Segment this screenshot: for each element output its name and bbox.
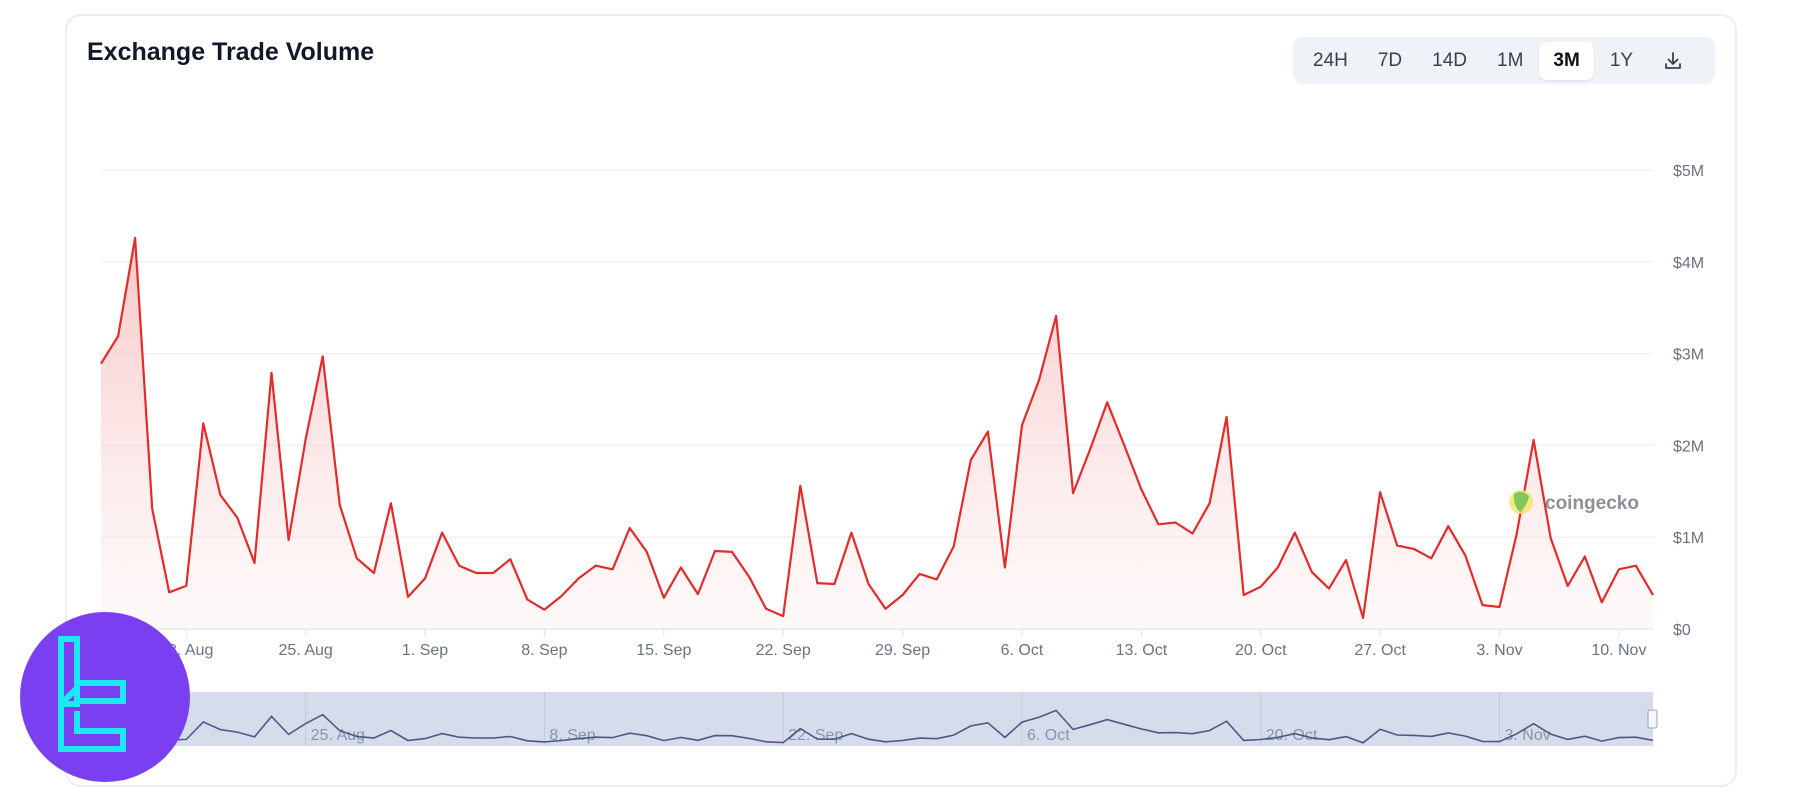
x-tick-label: 13. Oct — [1116, 642, 1168, 659]
range-24h-button[interactable]: 24H — [1313, 49, 1348, 71]
y-tick-label: $5M — [1673, 163, 1704, 180]
x-tick-label: 3. Nov — [1476, 642, 1522, 659]
x-tick-label: 29. Sep — [875, 642, 930, 659]
navigator-right-handle[interactable] — [1647, 709, 1658, 729]
navigator[interactable]: 25. Aug 8. Sep 22. Sep 6. Oct 20. Oct 3. Nov — [100, 692, 1658, 746]
y-tick-label: $3M — [1673, 347, 1704, 364]
range-3m-button[interactable]: 3M — [1539, 41, 1594, 80]
x-tick-label: 8. Sep — [521, 642, 567, 659]
download-button[interactable] — [1653, 42, 1693, 80]
navigator-tick-label: 6. Oct — [1027, 727, 1070, 744]
navigator-line — [100, 700, 1654, 744]
watermark-text: coingecko — [1545, 493, 1639, 514]
range-7d-button[interactable]: 7D — [1377, 49, 1403, 71]
range-14d-button[interactable]: 14D — [1432, 49, 1468, 71]
y-axis: $0 $1M $2M $3M $4M $5M — [1673, 163, 1704, 639]
range-1y-button[interactable]: 1Y — [1609, 49, 1634, 71]
x-tick-label: 1. Sep — [402, 642, 448, 659]
y-tick-label: $1M — [1673, 530, 1704, 547]
gecko-logo-shape — [1513, 491, 1529, 512]
navigator-tick-label: 20. Oct — [1266, 727, 1318, 744]
download-icon — [1665, 51, 1681, 69]
range-1m-button[interactable]: 1M — [1497, 49, 1524, 71]
brand-logo — [20, 612, 190, 782]
navigator-tick-label: 25. Aug — [311, 727, 365, 744]
coingecko-watermark: coingecko — [1509, 490, 1639, 514]
navigator-tick-label: 22. Sep — [788, 727, 843, 744]
x-tick-label: 6. Oct — [1001, 642, 1044, 659]
volume-line — [100, 236, 1654, 620]
x-tick-label: 20. Oct — [1235, 642, 1287, 659]
chart-card — [65, 14, 1737, 787]
navigator-tick-label: 3. Nov — [1505, 727, 1551, 744]
x-tick-label: 27. Oct — [1354, 642, 1406, 659]
x-tick-label: 15. Sep — [636, 642, 691, 659]
y-tick-label: $2M — [1673, 438, 1704, 455]
x-tick-label: 10. Nov — [1591, 642, 1646, 659]
volume-area — [101, 237, 1653, 629]
x-tick-label: 22. Sep — [756, 642, 811, 659]
time-range-selector: 24H 7D 14D 1M 3M 1Y — [1293, 37, 1715, 84]
x-tick-label: 25. Aug — [279, 642, 333, 659]
x-axis: 18. Aug 25. Aug 1. Sep 8. Sep 15. Sep 22. Sep… — [159, 629, 1646, 659]
y-tick-label: $0 — [1673, 622, 1691, 639]
page-title: Exchange Trade Volume — [87, 38, 375, 66]
y-tick-label: $4M — [1673, 255, 1704, 272]
